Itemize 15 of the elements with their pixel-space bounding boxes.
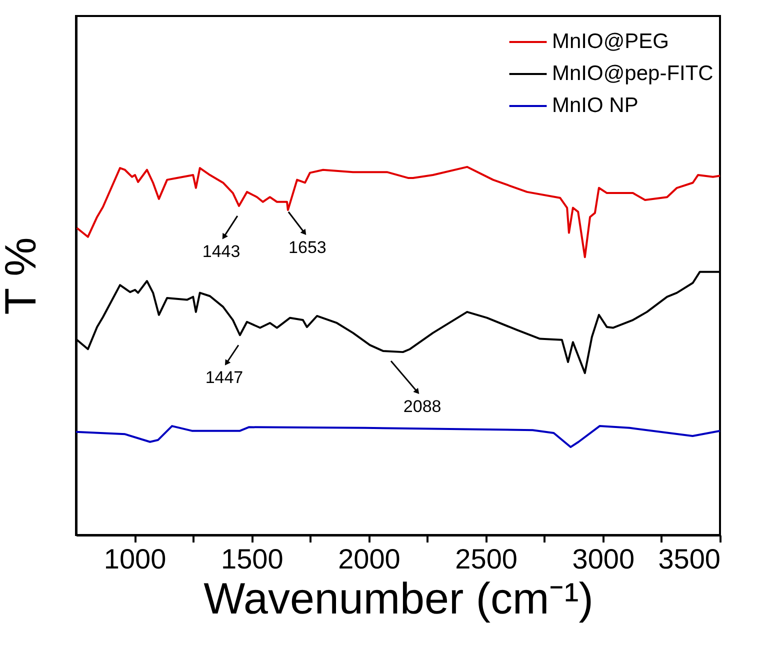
annotation: 1443 <box>202 242 240 261</box>
x-tick-label: 2000 <box>338 544 400 574</box>
x-tick-label: 1500 <box>220 544 284 574</box>
x-axis-title: Wavenumber (cm⁻¹) <box>204 574 594 624</box>
legend-label: MnIO NP <box>552 94 638 117</box>
x-tick-label: 3000 <box>572 544 635 574</box>
x-tick-label: 3500 <box>658 544 720 574</box>
annotation: 2088 <box>403 396 442 416</box>
x-tick-label: 2500 <box>455 544 518 574</box>
legend-label: MnIO@pep-FITC <box>552 62 714 85</box>
x-tick-label: 1000 <box>104 544 166 574</box>
y-axis-title: T % <box>0 237 46 315</box>
annotation: 1447 <box>205 368 244 388</box>
annotation: 1653 <box>288 238 326 257</box>
legend-label: MnIO@PEG <box>552 30 670 53</box>
